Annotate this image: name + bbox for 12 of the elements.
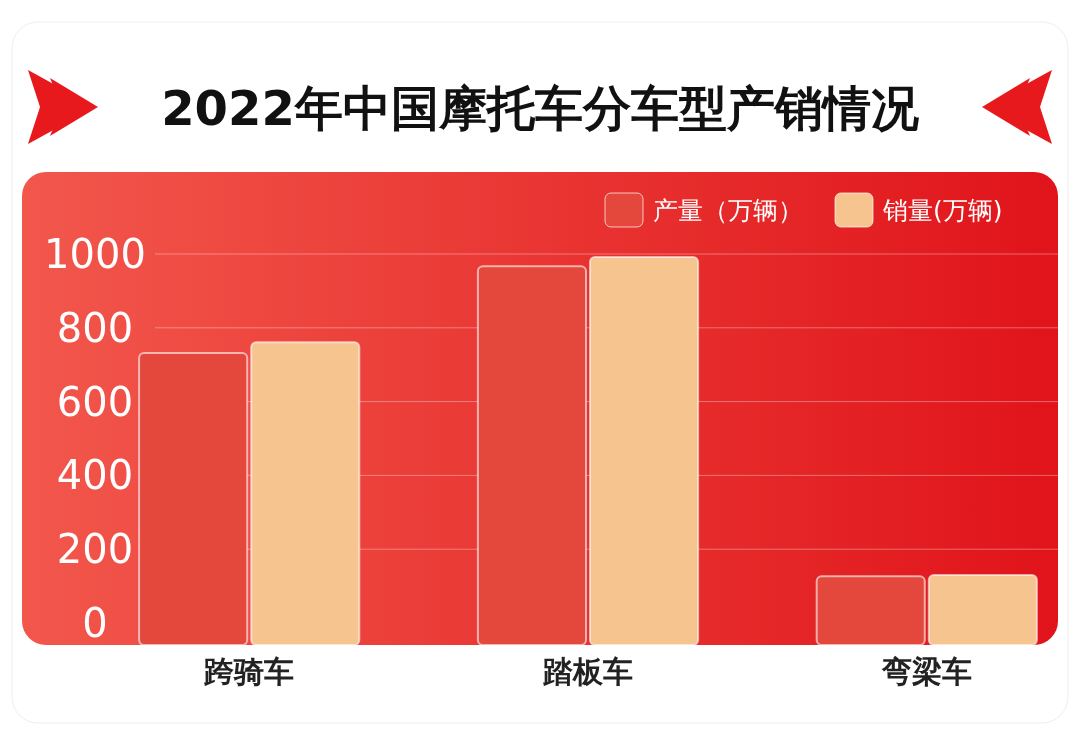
legend-label: 销量(万辆) [882,195,1003,225]
y-tick-label: 200 [56,526,134,573]
x-tick-label: 踏板车 [542,654,633,689]
y-tick-label: 0 [82,600,108,646]
legend-label: 产量（万辆） [653,195,803,225]
y-tick-label: 1000 [44,231,146,277]
y-tick-label: 600 [56,378,134,425]
x-tick-label: 弯梁车 [880,654,972,689]
chart-title: 2022年中国摩托车分车型产销情况 [161,80,919,136]
y-tick-label: 400 [56,452,134,499]
x-tick-label: 跨骑车 [203,654,295,689]
y-tick-label: 800 [56,304,134,351]
